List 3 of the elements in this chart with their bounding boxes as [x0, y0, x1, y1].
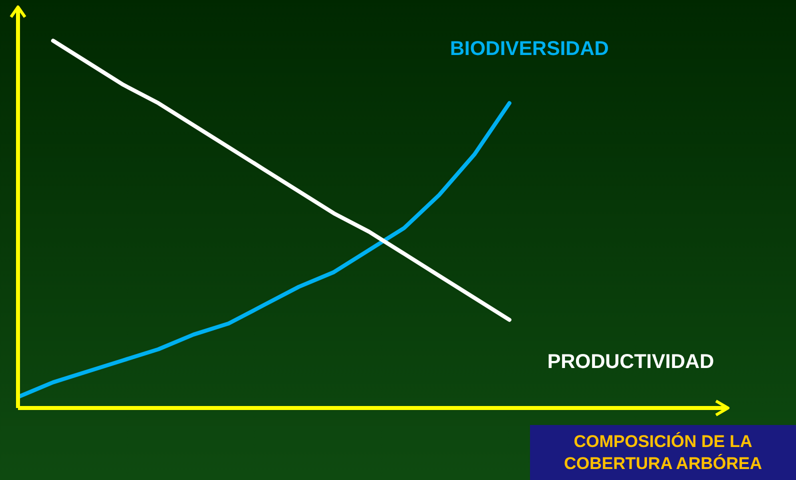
text: PRODUCTIVIDAD — [547, 350, 714, 373]
x-axis-title: COMPOSICIÓN DE LA COBERTURA ARBÓREA — [530, 425, 796, 480]
text: BIODIVERSIDAD — [450, 38, 609, 60]
